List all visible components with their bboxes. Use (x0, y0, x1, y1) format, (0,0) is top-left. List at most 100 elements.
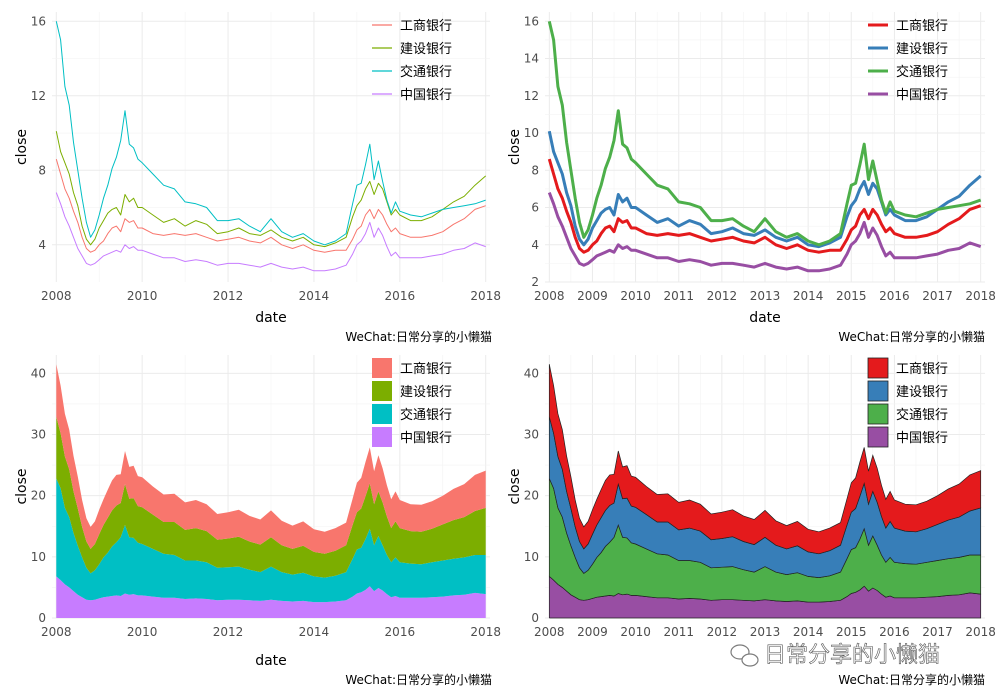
y-tick-label: 40 (524, 366, 539, 380)
chart-panel-line-light: 2008 2010 2012 2014 2016 2018 4 8 12 16 date close 工… (14, 12, 501, 326)
x-axis-title: date (255, 310, 287, 326)
legend-swatch (372, 427, 392, 447)
y-tick-label: 2 (531, 275, 539, 289)
series-marks (55, 21, 487, 272)
series-area (56, 576, 486, 618)
y-axis-title: close (507, 468, 523, 504)
legend-swatch (867, 380, 889, 402)
legend-label: 工商银行 (400, 362, 452, 377)
x-tick-label: 2009 (577, 289, 608, 303)
wechat-icon (730, 644, 759, 667)
legend-label: 建设银行 (400, 385, 452, 400)
y-axis-title: close (14, 129, 30, 165)
x-tick-label: 2018 (470, 625, 501, 639)
series-line (55, 192, 486, 272)
series-line (55, 158, 486, 253)
x-tick-label: 2015 (836, 289, 867, 303)
x-tick-label: 2015 (836, 625, 867, 639)
x-tick-label: 2009 (577, 625, 608, 639)
x-tick-label: 2016 (879, 289, 910, 303)
x-tick-label: 2012 (707, 625, 738, 639)
y-tick-label: 16 (31, 14, 46, 28)
x-tick-label: 2010 (620, 625, 651, 639)
y-tick-label: 8 (531, 163, 539, 177)
x-tick-label: 2017 (922, 289, 953, 303)
legend-label: 中国银行 (896, 431, 948, 446)
x-tick-label: 2016 (879, 625, 910, 639)
y-tick-label: 0 (531, 611, 539, 625)
x-tick-label: 2014 (299, 289, 330, 303)
series-area (548, 364, 982, 555)
y-tick-label: 12 (31, 89, 46, 103)
legend-label: 中国银行 (896, 88, 948, 103)
caption-bottom-left: WeChat:日常分享的小懒猫 (345, 672, 492, 687)
x-tick-label: 2008 (534, 625, 565, 639)
legend-label: 建设银行 (896, 385, 948, 400)
y-tick-label: 8 (38, 163, 46, 177)
y-axis-title: close (507, 129, 523, 165)
x-tick-label: 2010 (127, 289, 158, 303)
x-tick-label: 2012 (213, 289, 244, 303)
legend-label: 建设银行 (896, 42, 948, 57)
x-tick-label: 2018 (470, 289, 501, 303)
series-marks (548, 364, 982, 619)
x-tick-label: 2010 (620, 289, 651, 303)
legend-swatch (867, 403, 889, 425)
legend-label: 交通银行 (896, 407, 948, 423)
series-area (56, 478, 486, 603)
x-axis-title: date (749, 310, 781, 326)
y-tick-label: 4 (531, 238, 539, 252)
legend-swatch (372, 358, 392, 378)
x-tick-label: 2011 (663, 625, 694, 639)
x-tick-label: 2018 (965, 289, 996, 303)
chart-panel-area-outlined: 2008 2009 2010 2011 2012 2013 2014 2015 2016 2017… (507, 355, 996, 639)
series-line (547, 192, 982, 273)
y-tick-label: 10 (524, 550, 539, 564)
legend-label: 中国银行 (400, 431, 452, 446)
y-axis-title: close (14, 468, 30, 504)
chart-panel-line-bold: 2008 2009 2010 2011 2012 2013 2014 2015 2016 2017… (507, 12, 996, 326)
x-tick-label: 2011 (663, 289, 694, 303)
x-tick-label: 2014 (793, 289, 824, 303)
y-tick-label: 0 (38, 611, 46, 625)
x-tick-label: 2012 (213, 625, 244, 639)
legend-swatch (372, 404, 392, 424)
x-tick-label: 2017 (922, 625, 953, 639)
x-tick-label: 2008 (534, 289, 565, 303)
y-tick-label: 10 (31, 550, 46, 564)
x-tick-label: 2014 (793, 625, 824, 639)
legend-label: 工商银行 (896, 19, 948, 34)
y-tick-label: 10 (524, 126, 539, 140)
series-line (55, 131, 487, 248)
caption-top-right: WeChat:日常分享的小懒猫 (838, 329, 985, 344)
x-tick-label: 2016 (385, 625, 416, 639)
legend-label: 工商银行 (400, 19, 452, 34)
series-line (547, 158, 982, 254)
x-tick-label: 2010 (127, 625, 158, 639)
x-tick-label: 2013 (750, 625, 781, 639)
series-marks (56, 364, 486, 618)
legend-swatch (867, 357, 889, 379)
x-tick-label: 2008 (41, 289, 72, 303)
series-line (55, 21, 486, 246)
watermark-text: 日常分享的小懒猫 (764, 643, 940, 668)
x-tick-label: 2008 (41, 625, 72, 639)
legend-label: 交通银行 (400, 407, 452, 423)
series-marks (547, 20, 982, 273)
y-tick-label: 30 (31, 428, 46, 442)
y-tick-label: 40 (31, 366, 46, 380)
x-tick-label: 2016 (385, 289, 416, 303)
caption-top-left: WeChat:日常分享的小懒猫 (345, 329, 492, 344)
y-tick-label: 14 (524, 52, 539, 66)
chart-panel-area-light: 2008 2010 2012 2014 2016 2018 0 10 20 30 40 date clo… (14, 355, 501, 669)
y-tick-label: 6 (531, 201, 539, 215)
x-tick-label: 2014 (299, 625, 330, 639)
legend-label: 交通银行 (896, 64, 948, 80)
series-area (56, 364, 486, 554)
y-tick-label: 16 (524, 14, 539, 28)
y-tick-label: 20 (524, 489, 539, 503)
